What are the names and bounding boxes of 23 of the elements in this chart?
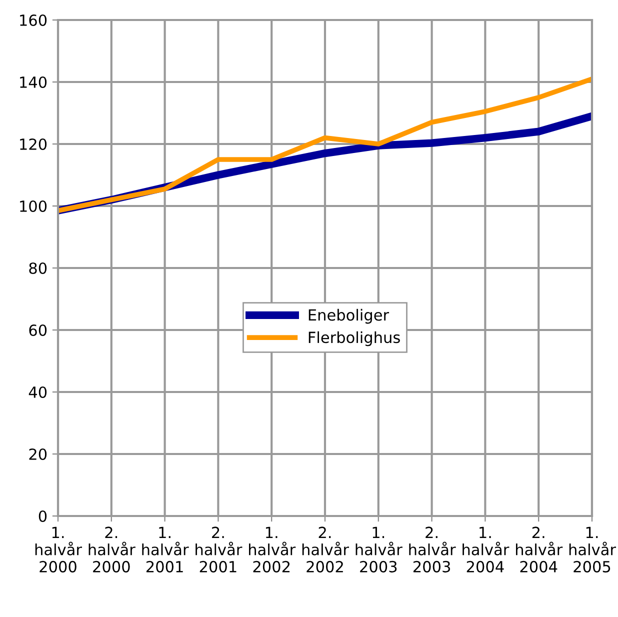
x-tick-label: 2. halvår 2001 — [196, 526, 242, 572]
x-tick-label: 2. halvår 2000 — [88, 526, 136, 572]
y-tick-label: 100 — [20, 200, 47, 212]
line-series — [58, 76, 592, 214]
y-tick-label: 160 — [20, 14, 47, 26]
x-tick-label: 1. halvår 2001 — [142, 526, 189, 572]
legend-label: Flerbolighus — [308, 331, 400, 346]
x-tick-label: 2. halvår 2003 — [409, 526, 456, 572]
y-tick-label: 40 — [28, 386, 47, 398]
x-tick-label: 1. halvår 2002 — [249, 526, 296, 572]
y-tick-label: 80 — [29, 262, 47, 274]
x-tick-label: 1. halvår 2005 — [569, 526, 616, 572]
y-tick-label: 60 — [29, 324, 47, 336]
x-tick-label: 1. halvår 2000 — [35, 526, 82, 572]
x-tick-label: 1. halvår 2003 — [356, 526, 402, 572]
y-tick-label: 0 — [38, 510, 47, 522]
y-tick-label: 20 — [29, 448, 47, 460]
x-tick-label: 1. halvår 2004 — [462, 526, 510, 572]
y-tick-label: 120 — [20, 138, 47, 150]
legend-label: Eneboliger — [308, 308, 390, 324]
x-tick-label: 2. halvår 2002 — [302, 526, 349, 572]
x-tick-label: 2. halvår 2004 — [516, 526, 563, 572]
y-tick-label: 140 — [20, 76, 47, 88]
